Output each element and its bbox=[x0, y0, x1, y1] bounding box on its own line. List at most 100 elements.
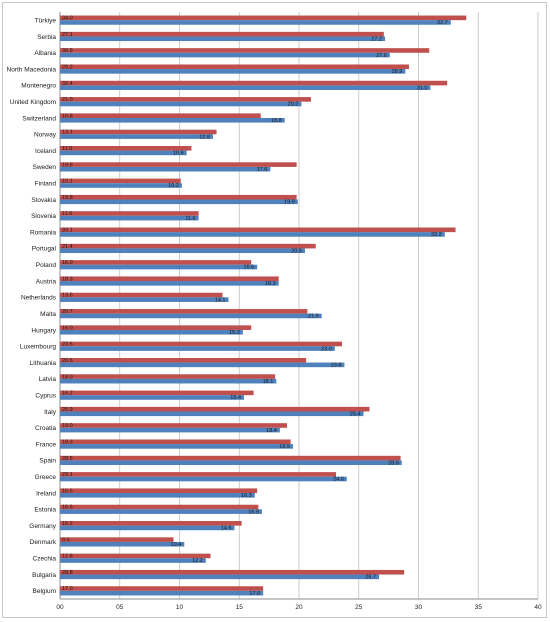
category-label: United Kingdom bbox=[10, 99, 56, 106]
category-label: Hungary bbox=[31, 327, 56, 334]
bar-series-1 bbox=[60, 488, 258, 494]
category-label: Spain bbox=[39, 458, 56, 465]
bar-series-1 bbox=[60, 439, 291, 445]
data-label: 34.0 bbox=[62, 16, 73, 22]
data-label: 20.2 bbox=[288, 102, 299, 108]
bar-series-1 bbox=[60, 211, 199, 216]
category-label: Finland bbox=[35, 181, 57, 188]
data-label: 13.1 bbox=[62, 130, 73, 136]
data-label: 16.0 bbox=[62, 260, 73, 266]
bar-series-1 bbox=[60, 97, 311, 102]
bar-series-1 bbox=[60, 521, 242, 526]
data-label: 29.2 bbox=[62, 64, 73, 70]
bar-series-1 bbox=[60, 31, 384, 37]
bar-series-2 bbox=[60, 215, 199, 221]
category-label: Croatia bbox=[35, 425, 56, 432]
data-label: 23.0 bbox=[321, 346, 332, 352]
x-tick-label: 10 bbox=[176, 604, 184, 611]
category-label: Czechia bbox=[33, 556, 57, 563]
data-label: 20.7 bbox=[62, 309, 73, 315]
data-label: 18.3 bbox=[62, 276, 73, 282]
bar-series-1 bbox=[60, 243, 316, 249]
x-tick-label: 30 bbox=[415, 604, 423, 611]
category-label: Estonia bbox=[34, 507, 56, 514]
data-label: 31.0 bbox=[417, 85, 428, 91]
bar-series-2 bbox=[60, 329, 243, 335]
bar-series-1 bbox=[60, 129, 217, 135]
data-label: 18.0 bbox=[62, 374, 73, 380]
category-label: Italy bbox=[44, 409, 57, 416]
category-label: Albania bbox=[34, 50, 56, 57]
category-label: Denmark bbox=[30, 539, 57, 546]
data-label: 21.4 bbox=[62, 244, 73, 250]
data-label: 18.3 bbox=[265, 281, 276, 287]
bar-series-1 bbox=[60, 423, 288, 428]
data-label: 10.4 bbox=[171, 542, 182, 548]
bar-series-1 bbox=[60, 341, 343, 347]
bar-series-1 bbox=[60, 553, 211, 559]
x-tick-label: 15 bbox=[236, 604, 244, 611]
bar-series-1 bbox=[60, 15, 467, 21]
gridlines bbox=[59, 12, 539, 600]
bar-series-1 bbox=[60, 325, 252, 330]
data-label: 30.9 bbox=[62, 48, 73, 54]
data-label: 24.0 bbox=[333, 477, 344, 483]
category-label: Netherlands bbox=[21, 295, 57, 302]
category-label: Portugal bbox=[32, 246, 57, 253]
bar-series-2 bbox=[60, 199, 298, 205]
bar-series-1 bbox=[60, 113, 261, 118]
data-label: 32.4 bbox=[62, 81, 73, 87]
bar-series-2 bbox=[60, 134, 213, 139]
data-label: 25.9 bbox=[62, 407, 73, 413]
data-label: 12.8 bbox=[199, 134, 210, 140]
bar-series-2 bbox=[60, 101, 302, 107]
data-label: 18.4 bbox=[266, 428, 277, 434]
data-label: 15.4 bbox=[230, 395, 241, 401]
data-label: 28.8 bbox=[62, 570, 73, 576]
data-label: 16.9 bbox=[248, 509, 259, 515]
data-label: 28.5 bbox=[62, 456, 73, 462]
data-label: 16.8 bbox=[62, 113, 73, 119]
bar-series-2 bbox=[60, 493, 255, 498]
data-label: 25.4 bbox=[350, 411, 361, 417]
bar-series-1 bbox=[60, 48, 430, 53]
bar-series-2 bbox=[60, 20, 451, 25]
category-label: Slovenia bbox=[31, 213, 56, 220]
x-tick-label: 05 bbox=[116, 604, 124, 611]
bar-series-2 bbox=[60, 460, 402, 466]
data-label: 13.6 bbox=[62, 293, 73, 299]
x-tick-label: 25 bbox=[355, 604, 363, 611]
data-label: 17.6 bbox=[257, 167, 268, 173]
data-label: 9.5 bbox=[62, 537, 70, 543]
bar-series-1 bbox=[60, 472, 337, 477]
bar-series-2 bbox=[60, 395, 245, 400]
data-label: 18.8 bbox=[271, 118, 282, 124]
category-label: Serbia bbox=[37, 34, 56, 41]
bar-series-2 bbox=[60, 85, 431, 90]
data-label: 12.2 bbox=[192, 558, 203, 564]
data-label: 21.0 bbox=[62, 97, 73, 103]
data-label: 19.5 bbox=[279, 444, 290, 450]
category-label: Bulgaria bbox=[32, 572, 56, 579]
bar-series-2 bbox=[60, 476, 347, 482]
bar-series-2 bbox=[60, 541, 185, 547]
bar-series-2 bbox=[60, 313, 322, 319]
bar-series-2 bbox=[60, 427, 280, 433]
category-label: Poland bbox=[36, 262, 57, 269]
data-label: 19.8 bbox=[62, 162, 73, 168]
category-label: Slovakia bbox=[31, 197, 56, 204]
bar-series-2 bbox=[60, 117, 285, 123]
x-tick-label: 35 bbox=[475, 604, 483, 611]
bar-series-2 bbox=[60, 183, 182, 188]
x-tick-label: 40 bbox=[534, 604, 542, 611]
bar-series-1 bbox=[60, 586, 264, 591]
data-label: 27.1 bbox=[62, 32, 73, 38]
category-label: Malta bbox=[40, 311, 56, 318]
category-label: Türkiye bbox=[35, 17, 57, 24]
bar-series-1 bbox=[60, 260, 252, 265]
bar-series-1 bbox=[60, 292, 223, 298]
bar-series-2 bbox=[60, 150, 187, 156]
bar-series-1 bbox=[60, 162, 297, 167]
bar-series-1 bbox=[60, 80, 448, 86]
